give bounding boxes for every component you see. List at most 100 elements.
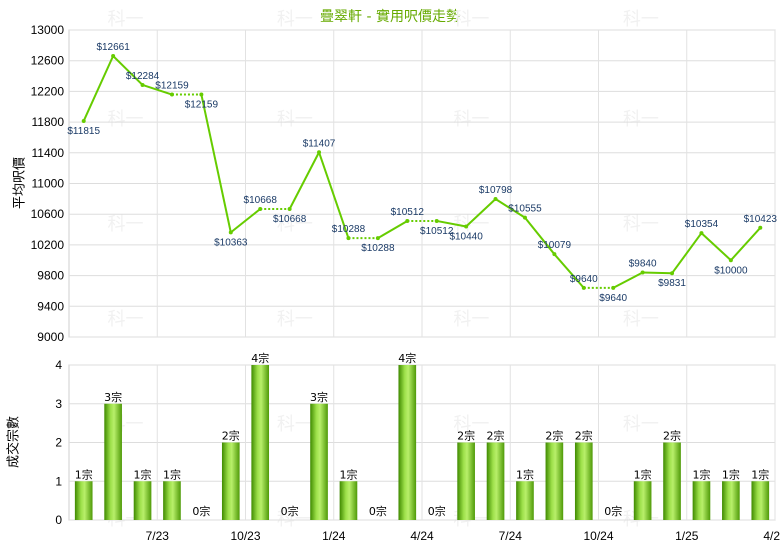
series-point [375, 236, 380, 241]
x-tick-label: 10/23 [230, 529, 260, 543]
line-layer [81, 54, 763, 290]
series-line-segment [200, 94, 232, 233]
point-value-label: $10440 [449, 231, 483, 242]
line-y-tick-label: 12600 [31, 54, 65, 68]
watermark-text: 科一 [623, 109, 659, 130]
point-value-label: $10000 [714, 265, 748, 276]
series-line-segment [612, 271, 644, 289]
series-point [434, 218, 439, 223]
watermark-text: 科一 [277, 309, 313, 330]
bar-y-tick-label: 2 [55, 436, 62, 450]
point-value-label: $12661 [96, 42, 130, 53]
series-point [670, 271, 675, 276]
series-point [699, 231, 704, 236]
series-point [405, 218, 410, 223]
bar [74, 481, 93, 520]
watermark-text: 科一 [277, 214, 313, 235]
bar-y-axis-title: 成交宗數 [6, 416, 22, 468]
point-value-label: $10668 [273, 214, 307, 225]
series-point [758, 225, 763, 230]
series-point [640, 270, 645, 275]
line-y-tick-label: 11400 [32, 146, 65, 160]
series-point [111, 54, 116, 59]
bar-y-tick-label: 4 [55, 358, 62, 372]
bar-value-label: 1宗 [722, 467, 740, 481]
series-line-segment [730, 227, 762, 261]
bar-value-label: 1宗 [751, 467, 769, 481]
watermark-text: 科一 [453, 214, 489, 235]
point-value-label: $10512 [420, 226, 454, 237]
line-y-tick-label: 12200 [31, 84, 65, 98]
bar [751, 481, 770, 520]
watermark-text: 科一 [453, 414, 489, 435]
line-y-tick-label: 10200 [31, 238, 65, 252]
bar-value-label: 2宗 [457, 429, 475, 443]
series-line-segment [700, 232, 732, 261]
line-y-tick-label: 11000 [32, 177, 65, 191]
point-value-label: $10354 [685, 219, 719, 230]
x-tick-label: 7/24 [499, 529, 523, 543]
watermark-text: 科一 [453, 309, 489, 330]
bar-value-label: 2宗 [575, 429, 593, 443]
bar-value-label: 3宗 [104, 390, 122, 404]
series-line-segment [318, 151, 350, 239]
bar [516, 481, 534, 520]
line-y-axis-title: 平均呎價 [13, 157, 28, 209]
series-point [346, 236, 351, 241]
series-line-segment [553, 253, 585, 289]
bar [633, 481, 652, 520]
bar-value-label: 1宗 [634, 467, 652, 481]
bar [398, 365, 417, 520]
bar [221, 442, 240, 520]
watermark-text: 科一 [623, 9, 659, 30]
bar-value-label: 1宗 [516, 467, 534, 481]
series-point [228, 230, 233, 235]
grid-layer [68, 29, 776, 521]
point-value-label: $9640 [570, 274, 598, 285]
line-y-tick-label: 9800 [37, 269, 64, 283]
point-value-label: $10668 [244, 195, 278, 206]
line-y-tick-label: 11800 [32, 115, 65, 129]
x-tick-label: 7/23 [146, 529, 170, 543]
bar-value-label: 0宗 [428, 504, 446, 518]
label-layer: 9000940098001020010600110001140011800122… [31, 23, 780, 543]
bar-value-label: 1宗 [692, 467, 710, 481]
series-point [199, 92, 204, 97]
bar [574, 442, 593, 520]
series-point [317, 150, 322, 155]
line-y-tick-label: 9400 [37, 299, 64, 313]
series-line-segment [230, 208, 261, 234]
series-line-segment [112, 55, 144, 86]
bar-y-tick-label: 3 [55, 397, 62, 411]
line-y-tick-label: 9000 [37, 330, 64, 344]
bar-value-label: 2宗 [663, 429, 681, 443]
watermark-text: 科一 [107, 9, 143, 30]
bar-value-label: 0宗 [281, 504, 299, 518]
x-tick-label: 1/25 [675, 529, 699, 543]
series-point [258, 206, 263, 211]
series-line-segment [142, 84, 173, 96]
bar-value-label: 4宗 [251, 351, 269, 365]
series-point [728, 258, 733, 263]
bar-value-label: 0宗 [604, 504, 622, 518]
series-line-segment [642, 271, 673, 275]
point-value-label: $10079 [538, 240, 572, 251]
bar-value-label: 2宗 [545, 429, 563, 443]
bar [486, 442, 505, 520]
series-point [581, 285, 586, 290]
bar-value-label: 0宗 [192, 504, 210, 518]
point-value-label: $12284 [126, 71, 160, 82]
point-value-label: $11815 [67, 126, 100, 137]
point-value-label: $9640 [599, 293, 627, 304]
series-line-segment [465, 198, 497, 228]
point-value-label: $12159 [185, 100, 219, 111]
series-line-segment [524, 217, 556, 255]
bar-layer [74, 365, 770, 520]
point-value-label: $12159 [155, 81, 189, 92]
point-value-label: $10288 [361, 243, 395, 254]
series-point [552, 252, 557, 257]
bar [545, 442, 564, 520]
bar-value-label: 2宗 [222, 429, 240, 443]
